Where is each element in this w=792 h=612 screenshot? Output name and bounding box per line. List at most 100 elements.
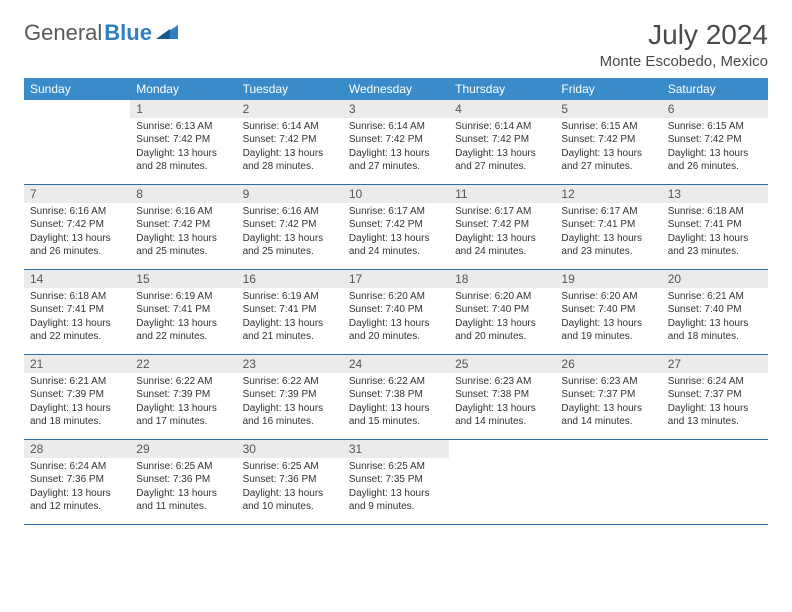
day-number: 8 xyxy=(130,185,236,203)
weekday-header: Friday xyxy=(555,78,661,100)
daylight-text: Daylight: 13 hours and 26 minutes. xyxy=(668,147,762,174)
sunrise-text: Sunrise: 6:25 AM xyxy=(136,460,230,474)
day-number: 9 xyxy=(237,185,343,203)
sunrise-text: Sunrise: 6:15 AM xyxy=(668,120,762,134)
calendar-cell: 3Sunrise: 6:14 AMSunset: 7:42 PMDaylight… xyxy=(343,100,449,185)
day-details: Sunrise: 6:21 AMSunset: 7:39 PMDaylight:… xyxy=(24,373,130,433)
day-details xyxy=(24,104,130,110)
day-details xyxy=(555,444,661,450)
calendar-cell: 19Sunrise: 6:20 AMSunset: 7:40 PMDayligh… xyxy=(555,269,661,354)
calendar-cell: 5Sunrise: 6:15 AMSunset: 7:42 PMDaylight… xyxy=(555,100,661,185)
daylight-text: Daylight: 13 hours and 24 minutes. xyxy=(455,232,549,259)
day-number: 5 xyxy=(555,100,661,118)
sunset-text: Sunset: 7:42 PM xyxy=(561,133,655,147)
day-number: 21 xyxy=(24,355,130,373)
title-block: July 2024 Monte Escobedo, Mexico xyxy=(600,20,768,70)
day-number: 2 xyxy=(237,100,343,118)
daylight-text: Daylight: 13 hours and 23 minutes. xyxy=(561,232,655,259)
day-details xyxy=(449,444,555,450)
calendar-page: GeneralBlue July 2024 Monte Escobedo, Me… xyxy=(0,0,792,545)
sunset-text: Sunset: 7:37 PM xyxy=(668,388,762,402)
day-number: 17 xyxy=(343,270,449,288)
sunset-text: Sunset: 7:42 PM xyxy=(668,133,762,147)
day-details: Sunrise: 6:25 AMSunset: 7:36 PMDaylight:… xyxy=(130,458,236,518)
day-number: 29 xyxy=(130,440,236,458)
daylight-text: Daylight: 13 hours and 21 minutes. xyxy=(243,317,337,344)
sunrise-text: Sunrise: 6:20 AM xyxy=(349,290,443,304)
day-number: 25 xyxy=(449,355,555,373)
day-number: 6 xyxy=(662,100,768,118)
sunset-text: Sunset: 7:42 PM xyxy=(243,218,337,232)
calendar-cell: 4Sunrise: 6:14 AMSunset: 7:42 PMDaylight… xyxy=(449,100,555,185)
sunrise-text: Sunrise: 6:16 AM xyxy=(243,205,337,219)
day-details xyxy=(662,444,768,450)
sunrise-text: Sunrise: 6:22 AM xyxy=(349,375,443,389)
day-number: 11 xyxy=(449,185,555,203)
daylight-text: Daylight: 13 hours and 26 minutes. xyxy=(30,232,124,259)
day-details: Sunrise: 6:16 AMSunset: 7:42 PMDaylight:… xyxy=(130,203,236,263)
day-details: Sunrise: 6:13 AMSunset: 7:42 PMDaylight:… xyxy=(130,118,236,178)
sunrise-text: Sunrise: 6:20 AM xyxy=(561,290,655,304)
daylight-text: Daylight: 13 hours and 25 minutes. xyxy=(136,232,230,259)
calendar-cell: 9Sunrise: 6:16 AMSunset: 7:42 PMDaylight… xyxy=(237,184,343,269)
sunrise-text: Sunrise: 6:17 AM xyxy=(561,205,655,219)
sunset-text: Sunset: 7:37 PM xyxy=(561,388,655,402)
sunrise-text: Sunrise: 6:22 AM xyxy=(136,375,230,389)
calendar-cell: 13Sunrise: 6:18 AMSunset: 7:41 PMDayligh… xyxy=(662,184,768,269)
sunrise-text: Sunrise: 6:22 AM xyxy=(243,375,337,389)
sunset-text: Sunset: 7:35 PM xyxy=(349,473,443,487)
sunrise-text: Sunrise: 6:20 AM xyxy=(455,290,549,304)
day-number: 12 xyxy=(555,185,661,203)
calendar-cell: 29Sunrise: 6:25 AMSunset: 7:36 PMDayligh… xyxy=(130,439,236,524)
sunrise-text: Sunrise: 6:23 AM xyxy=(561,375,655,389)
calendar-cell: 2Sunrise: 6:14 AMSunset: 7:42 PMDaylight… xyxy=(237,100,343,185)
sunrise-text: Sunrise: 6:17 AM xyxy=(455,205,549,219)
calendar-cell xyxy=(449,439,555,524)
calendar-body: 1Sunrise: 6:13 AMSunset: 7:42 PMDaylight… xyxy=(24,100,768,525)
daylight-text: Daylight: 13 hours and 22 minutes. xyxy=(136,317,230,344)
calendar-cell xyxy=(24,100,130,185)
calendar-week-row: 14Sunrise: 6:18 AMSunset: 7:41 PMDayligh… xyxy=(24,269,768,354)
sunrise-text: Sunrise: 6:25 AM xyxy=(349,460,443,474)
weekday-header: Thursday xyxy=(449,78,555,100)
weekday-header: Sunday xyxy=(24,78,130,100)
daylight-text: Daylight: 13 hours and 20 minutes. xyxy=(455,317,549,344)
day-details: Sunrise: 6:16 AMSunset: 7:42 PMDaylight:… xyxy=(24,203,130,263)
calendar-cell: 27Sunrise: 6:24 AMSunset: 7:37 PMDayligh… xyxy=(662,354,768,439)
daylight-text: Daylight: 13 hours and 17 minutes. xyxy=(136,402,230,429)
sunrise-text: Sunrise: 6:15 AM xyxy=(561,120,655,134)
calendar-cell: 10Sunrise: 6:17 AMSunset: 7:42 PMDayligh… xyxy=(343,184,449,269)
day-number: 23 xyxy=(237,355,343,373)
daylight-text: Daylight: 13 hours and 22 minutes. xyxy=(30,317,124,344)
sunrise-text: Sunrise: 6:24 AM xyxy=(30,460,124,474)
sunrise-text: Sunrise: 6:23 AM xyxy=(455,375,549,389)
calendar-cell: 28Sunrise: 6:24 AMSunset: 7:36 PMDayligh… xyxy=(24,439,130,524)
calendar-week-row: 21Sunrise: 6:21 AMSunset: 7:39 PMDayligh… xyxy=(24,354,768,439)
day-number: 20 xyxy=(662,270,768,288)
sunset-text: Sunset: 7:41 PM xyxy=(30,303,124,317)
day-number: 4 xyxy=(449,100,555,118)
sunset-text: Sunset: 7:41 PM xyxy=(136,303,230,317)
day-details: Sunrise: 6:18 AMSunset: 7:41 PMDaylight:… xyxy=(662,203,768,263)
daylight-text: Daylight: 13 hours and 24 minutes. xyxy=(349,232,443,259)
brand-part1: General xyxy=(24,20,102,46)
daylight-text: Daylight: 13 hours and 28 minutes. xyxy=(243,147,337,174)
daylight-text: Daylight: 13 hours and 14 minutes. xyxy=(455,402,549,429)
sunrise-text: Sunrise: 6:13 AM xyxy=(136,120,230,134)
sunset-text: Sunset: 7:42 PM xyxy=(136,218,230,232)
calendar-cell: 1Sunrise: 6:13 AMSunset: 7:42 PMDaylight… xyxy=(130,100,236,185)
calendar-cell: 30Sunrise: 6:25 AMSunset: 7:36 PMDayligh… xyxy=(237,439,343,524)
daylight-text: Daylight: 13 hours and 27 minutes. xyxy=(455,147,549,174)
day-details: Sunrise: 6:17 AMSunset: 7:42 PMDaylight:… xyxy=(343,203,449,263)
weekday-header-row: Sunday Monday Tuesday Wednesday Thursday… xyxy=(24,78,768,100)
daylight-text: Daylight: 13 hours and 10 minutes. xyxy=(243,487,337,514)
location-label: Monte Escobedo, Mexico xyxy=(600,53,768,70)
brand-part2: Blue xyxy=(104,20,152,46)
day-details: Sunrise: 6:24 AMSunset: 7:36 PMDaylight:… xyxy=(24,458,130,518)
calendar-week-row: 7Sunrise: 6:16 AMSunset: 7:42 PMDaylight… xyxy=(24,184,768,269)
calendar-cell: 7Sunrise: 6:16 AMSunset: 7:42 PMDaylight… xyxy=(24,184,130,269)
day-details: Sunrise: 6:20 AMSunset: 7:40 PMDaylight:… xyxy=(343,288,449,348)
calendar-cell: 8Sunrise: 6:16 AMSunset: 7:42 PMDaylight… xyxy=(130,184,236,269)
weekday-header: Saturday xyxy=(662,78,768,100)
calendar-cell: 25Sunrise: 6:23 AMSunset: 7:38 PMDayligh… xyxy=(449,354,555,439)
